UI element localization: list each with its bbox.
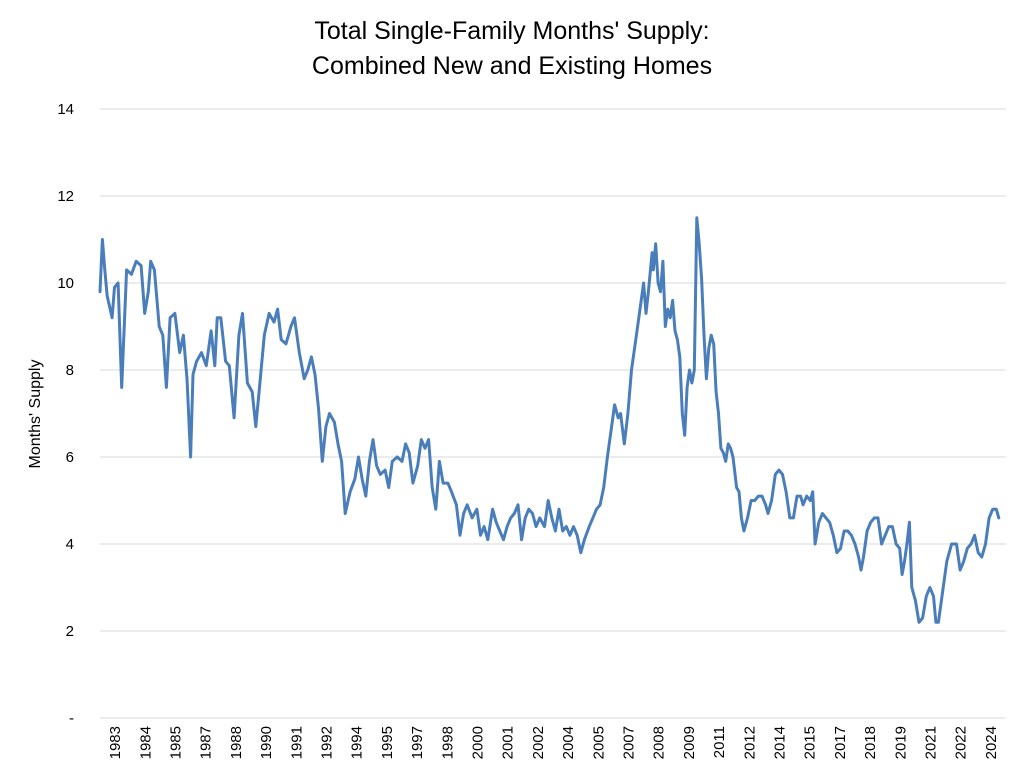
y-tick-label: 12 <box>57 188 74 205</box>
x-axis-ticks: 1983 1984 1985 1987 1988 1990 1991 1992 1994 1995… <box>107 726 1000 759</box>
y-tick-label: 4 <box>66 536 74 553</box>
x-tick-label: 1983 <box>107 726 124 759</box>
x-tick-label: 2004 <box>560 726 577 759</box>
x-tick-label: 2005 <box>590 726 607 759</box>
x-tick-label: 1998 <box>439 726 456 759</box>
x-tick-label: 1988 <box>228 726 245 759</box>
y-axis-label: Months' Supply <box>27 360 44 469</box>
x-tick-label: 2018 <box>862 726 879 759</box>
gridlines <box>100 108 1006 632</box>
x-tick-label: 2011 <box>711 726 728 758</box>
x-tick-label: 2009 <box>681 726 698 759</box>
y-tick-label: - <box>69 710 74 727</box>
x-tick-label: 1995 <box>379 726 396 759</box>
x-tick-label: 2000 <box>470 726 487 759</box>
x-tick-label: 2015 <box>802 726 819 759</box>
x-tick-label: 2001 <box>500 726 517 759</box>
y-tick-label: 8 <box>66 362 74 379</box>
x-tick-label: 1997 <box>409 726 426 759</box>
x-tick-label: 2008 <box>651 726 668 759</box>
x-tick-label: 2012 <box>741 726 758 759</box>
y-tick-label: 14 <box>57 101 74 118</box>
chart-subtitle: Combined New and Existing Homes <box>311 52 713 80</box>
chart-title-block: Total Single-Family Months' Supply: Comb… <box>0 14 1024 84</box>
x-tick-label: 2014 <box>772 726 789 759</box>
x-tick-label: 2024 <box>983 726 1000 759</box>
x-tick-label: 2007 <box>621 726 638 759</box>
x-tick-label: 1991 <box>288 726 305 759</box>
series-line <box>98 216 1001 624</box>
x-tick-label: 2017 <box>832 726 849 759</box>
y-tick-label: 2 <box>66 623 74 640</box>
x-tick-label: 1994 <box>349 726 366 759</box>
x-tick-label: 2002 <box>530 726 547 759</box>
x-tick-label: 1987 <box>198 726 215 759</box>
x-tick-label: 1984 <box>137 726 154 759</box>
x-tick-label: 1985 <box>168 726 185 759</box>
x-tick-label: 2019 <box>892 726 909 759</box>
x-tick-label: 1992 <box>319 726 336 759</box>
x-tick-label: 2021 <box>923 726 940 759</box>
y-axis-ticks: - 2 4 6 8 10 12 14 <box>57 101 74 727</box>
y-tick-label: 10 <box>57 275 74 292</box>
y-tick-label: 6 <box>66 449 74 466</box>
x-tick-label: 1990 <box>258 726 275 759</box>
series-layer <box>98 216 1001 624</box>
x-tick-label: 2022 <box>953 726 970 759</box>
chart-title: Total Single-Family Months' Supply: <box>314 17 710 45</box>
